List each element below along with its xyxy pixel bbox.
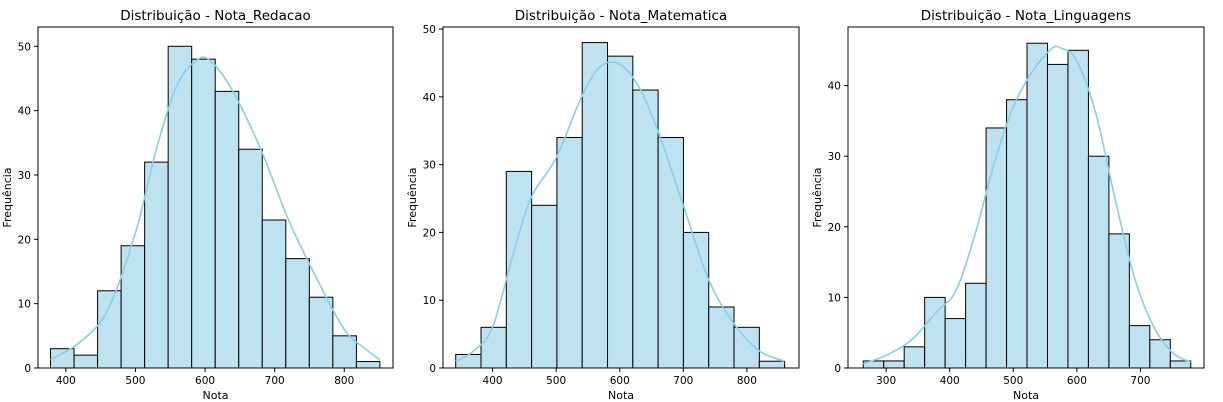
histogram-bar	[758, 360, 786, 369]
histogram-bar	[1026, 42, 1048, 369]
histogram-bar	[308, 296, 334, 369]
y-tick-label: 50	[423, 24, 436, 36]
y-tick-label: 30	[828, 151, 841, 163]
histogram-bar	[708, 306, 735, 369]
y-tick-label: 0	[834, 363, 841, 375]
y-tick-label: 10	[423, 295, 436, 307]
histogram-bar	[556, 137, 583, 369]
y-axis-label: Frequência	[1, 167, 14, 227]
x-tick-label: 700	[673, 375, 693, 387]
histogram-bar	[682, 231, 710, 369]
histogram-bar	[1149, 339, 1171, 369]
x-tick-label: 800	[737, 375, 757, 387]
histogram-bar	[261, 219, 287, 369]
y-tick-label: 10	[18, 299, 31, 311]
kde-curve	[50, 56, 381, 361]
y-tick-label: 0	[24, 363, 31, 375]
chart-title: Distribuição - Nota_Matematica	[515, 8, 727, 24]
y-tick-label: 40	[828, 81, 841, 93]
x-axis-label: Nota	[1013, 389, 1039, 402]
histogram-bar	[285, 258, 310, 369]
histogram-bar	[944, 318, 967, 369]
y-axis-label: Frequência	[406, 167, 419, 227]
histogram-bar	[1108, 233, 1130, 369]
histogram-bar	[1128, 325, 1151, 369]
x-tick-label: 600	[1067, 375, 1087, 387]
kde-curve	[455, 61, 785, 362]
histogram-bar	[97, 290, 122, 369]
histogram-bar	[73, 354, 99, 369]
y-tick-label: 30	[423, 160, 436, 172]
histogram-bar	[214, 90, 240, 369]
histogram-bar	[332, 335, 357, 369]
histogram-bar	[965, 282, 987, 369]
x-tick-label: 600	[195, 375, 215, 387]
histogram-bar	[238, 148, 263, 369]
y-tick-label: 0	[429, 363, 436, 375]
histogram-bar	[505, 170, 533, 369]
chart-panel-2: 400 500 600 700 800 0 10 20 30 40 50 Distribuição -…	[406, 8, 800, 402]
histogram-bar	[1087, 155, 1110, 369]
plot-frame	[847, 26, 1205, 369]
y-tick-label: 20	[423, 227, 436, 239]
x-tick-label: 400	[483, 375, 503, 387]
histogram-bar	[480, 326, 507, 369]
histogram-bar	[1046, 63, 1069, 369]
y-axis-label: Frequência	[811, 167, 824, 227]
x-tick-label: 500	[546, 375, 566, 387]
histogram-bar	[191, 58, 216, 369]
histogram-bar	[144, 161, 169, 369]
histogram-bar	[1169, 360, 1192, 369]
chart-title: Distribuição - Nota_Redacao	[120, 8, 311, 24]
histogram-bar	[1067, 49, 1089, 369]
x-tick-label: 300	[876, 375, 896, 387]
histogram-bar	[355, 361, 381, 369]
histogram-bar	[903, 346, 926, 369]
histogram-bar	[531, 204, 558, 369]
x-axis-label: Nota	[202, 389, 228, 402]
histogram-bar	[632, 89, 659, 369]
histogram-bar	[455, 353, 482, 369]
x-tick-label: 600	[610, 375, 630, 387]
y-tick-label: 40	[18, 106, 31, 118]
y-tick-label: 20	[828, 222, 841, 234]
y-tick-label: 30	[18, 170, 31, 182]
y-tick-label: 40	[423, 92, 436, 104]
chart-title: Distribuição - Nota_Linguagens	[921, 8, 1131, 24]
kde-curve	[862, 45, 1192, 365]
chart-panel-3: 300 400 500 600 700 0 10 20 30 40 Distribuição - N…	[811, 8, 1205, 402]
histogram-bar	[1006, 99, 1028, 369]
plot-frame	[37, 26, 394, 369]
y-tick-label: 20	[18, 234, 31, 246]
histogram-bar	[985, 127, 1008, 369]
x-tick-label: 500	[125, 375, 145, 387]
x-tick-label: 700	[265, 375, 285, 387]
x-tick-label: 400	[56, 375, 76, 387]
histogram-bar	[657, 137, 684, 369]
x-tick-label: 500	[1003, 375, 1023, 387]
x-tick-label: 700	[1130, 375, 1150, 387]
x-tick-label: 400	[940, 375, 960, 387]
histogram-bar	[167, 45, 193, 369]
y-tick-label: 10	[828, 292, 841, 304]
y-tick-label: 50	[18, 41, 31, 53]
histogram-bar	[883, 360, 905, 369]
histogram-bar	[581, 42, 609, 369]
histogram-bar	[924, 296, 946, 369]
histogram-bar	[607, 55, 634, 369]
x-axis-label: Nota	[608, 389, 634, 402]
chart-panel-1: 400 500 600 700 800 0 10 20 30 40 50 Distribuição -…	[1, 8, 394, 402]
x-tick-label: 800	[334, 375, 354, 387]
histogram-bar	[120, 245, 146, 369]
plot-frame	[442, 26, 800, 369]
